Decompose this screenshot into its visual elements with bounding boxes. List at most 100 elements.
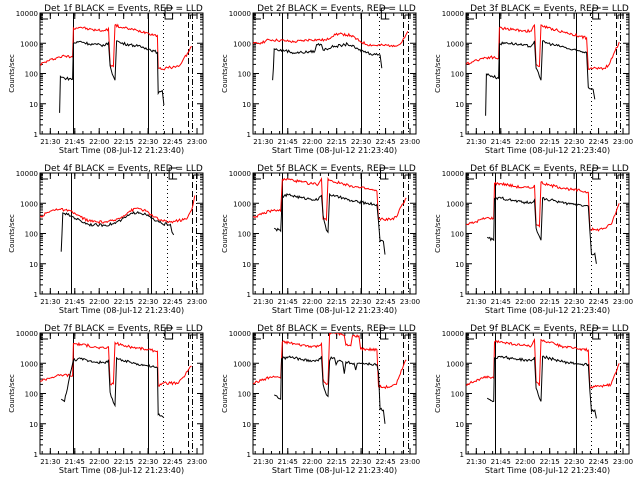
x-axis-label: Start Time (08-Jul-12 21:23:40) <box>59 306 184 315</box>
lld-series-line <box>466 23 620 71</box>
bracket-marker <box>168 167 178 180</box>
panel-title: Det 7f BLACK = Events, RED = LLD <box>44 324 203 334</box>
y-tick-label: 1 <box>247 291 251 299</box>
y-tick-label: 100 <box>238 71 251 79</box>
x-axis-label: Start Time (08-Jul-12 21:23:40) <box>485 146 610 155</box>
x-tick-label: 22:00 <box>515 138 535 146</box>
x-tick-label: 21:30 <box>40 298 60 306</box>
y-tick-label: 1 <box>460 291 464 299</box>
x-tick-label: 22:30 <box>138 138 158 146</box>
events-series-line <box>273 192 386 255</box>
x-tick-label: 22:15 <box>327 298 347 306</box>
y-tick-label: 100 <box>25 391 38 399</box>
y-axis-label: Counts/sec <box>8 54 16 93</box>
bracket-marker <box>466 173 474 180</box>
y-tick-label: 10 <box>242 421 251 429</box>
bracket-marker <box>253 173 261 180</box>
x-tick-label: 22:45 <box>162 138 182 146</box>
x-tick-label: 21:30 <box>40 138 60 146</box>
x-tick-label: 22:00 <box>89 298 109 306</box>
panel-title: Det 2f BLACK = Events, RED = LLD <box>257 4 416 14</box>
x-tick-label: 22:00 <box>89 458 109 466</box>
plot-frame <box>465 172 630 295</box>
x-tick-label: 22:30 <box>564 298 584 306</box>
y-tick-label: 1000 <box>20 360 38 368</box>
x-tick-label: 21:45 <box>65 298 85 306</box>
lld-series-line <box>466 180 620 232</box>
x-tick-label: 21:30 <box>40 458 60 466</box>
x-tick-label: 21:30 <box>466 298 486 306</box>
bracket-marker <box>466 13 474 20</box>
x-tick-label: 23:00 <box>400 138 420 146</box>
y-tick-label: 10 <box>242 261 251 269</box>
y-axis-label: Counts/sec <box>8 374 16 413</box>
x-tick-label: 21:45 <box>65 458 85 466</box>
bracket-marker <box>164 7 174 20</box>
y-axis-label: Counts/sec <box>8 214 16 253</box>
x-tick-label: 23:00 <box>613 298 633 306</box>
y-tick-label: 1000 <box>20 40 38 48</box>
bracket-marker <box>164 327 174 340</box>
x-tick-label: 22:00 <box>302 458 322 466</box>
plot-frame <box>39 172 204 295</box>
x-axis-label: Start Time (08-Jul-12 21:23:40) <box>485 306 610 315</box>
lld-series-line <box>40 23 192 71</box>
plot-frame <box>465 12 630 135</box>
x-tick-label: 21:45 <box>278 458 298 466</box>
panel-title: Det 9f BLACK = Events, RED = LLD <box>470 324 629 334</box>
x-tick-label: 22:30 <box>351 138 371 146</box>
x-tick-label: 22:45 <box>588 298 608 306</box>
y-tick-label: 10000 <box>229 330 251 338</box>
y-tick-label: 100 <box>451 391 464 399</box>
panel-det-7: Det 7f BLACK = Events, RED = LLD 1 10 100 10… <box>8 324 207 475</box>
panel-det-5: Det 5f BLACK = Events, RED = LLD 1 10 100 10… <box>221 164 420 315</box>
bracket-marker <box>592 167 601 180</box>
y-tick-label: 10000 <box>16 10 38 18</box>
y-axis-label: Counts/sec <box>434 374 442 413</box>
x-tick-label: 21:45 <box>278 138 298 146</box>
plot-frame <box>252 12 417 135</box>
x-tick-label: 22:15 <box>540 298 560 306</box>
panel-title: Det 1f BLACK = Events, RED = LLD <box>44 4 203 14</box>
x-axis-label: Start Time (08-Jul-12 21:23:40) <box>59 466 184 475</box>
x-tick-label: 22:45 <box>162 458 182 466</box>
y-tick-label: 1 <box>460 451 464 459</box>
panel-title: Det 5f BLACK = Events, RED = LLD <box>257 164 416 174</box>
panel-det-6: Det 6f BLACK = Events, RED = LLD 1 10 100 10… <box>434 164 633 315</box>
y-tick-label: 10000 <box>229 170 251 178</box>
panel-det-9: Det 9f BLACK = Events, RED = LLD 1 10 100 10… <box>434 324 633 475</box>
panel-title: Det 4f BLACK = Events, RED = LLD <box>44 164 203 174</box>
x-tick-label: 22:45 <box>588 138 608 146</box>
x-axis-label: Start Time (08-Jul-12 21:23:40) <box>485 466 610 475</box>
x-tick-label: 23:00 <box>400 298 420 306</box>
y-tick-label: 100 <box>25 71 38 79</box>
x-tick-label: 23:00 <box>187 298 207 306</box>
y-tick-label: 10000 <box>442 10 464 18</box>
y-tick-label: 10 <box>29 101 38 109</box>
bracket-marker <box>617 334 624 339</box>
bracket-marker <box>404 14 411 19</box>
x-tick-label: 21:30 <box>466 138 486 146</box>
y-tick-label: 10 <box>455 101 464 109</box>
x-tick-label: 22:15 <box>114 298 134 306</box>
plot-frame <box>39 12 204 135</box>
y-axis-label: Counts/sec <box>221 374 229 413</box>
events-series-line <box>486 196 597 264</box>
y-tick-label: 10000 <box>16 330 38 338</box>
y-tick-label: 10 <box>455 261 464 269</box>
y-tick-label: 1 <box>34 451 38 459</box>
panel-det-3: Det 3f BLACK = Events, RED = LLD 1 10 100 10… <box>434 4 633 155</box>
panel-det-8: Det 8f BLACK = Events, RED = LLD 1 10 100 10… <box>221 324 420 475</box>
y-tick-label: 1000 <box>446 200 464 208</box>
y-tick-label: 10 <box>242 101 251 109</box>
x-tick-label: 22:00 <box>515 458 535 466</box>
y-tick-label: 100 <box>451 71 464 79</box>
bracket-marker <box>404 334 411 339</box>
y-tick-label: 100 <box>451 231 464 239</box>
bracket-marker <box>40 173 48 180</box>
x-tick-label: 22:30 <box>564 138 584 146</box>
y-tick-label: 1000 <box>233 360 251 368</box>
bracket-marker <box>253 13 261 20</box>
bracket-marker <box>253 333 261 340</box>
